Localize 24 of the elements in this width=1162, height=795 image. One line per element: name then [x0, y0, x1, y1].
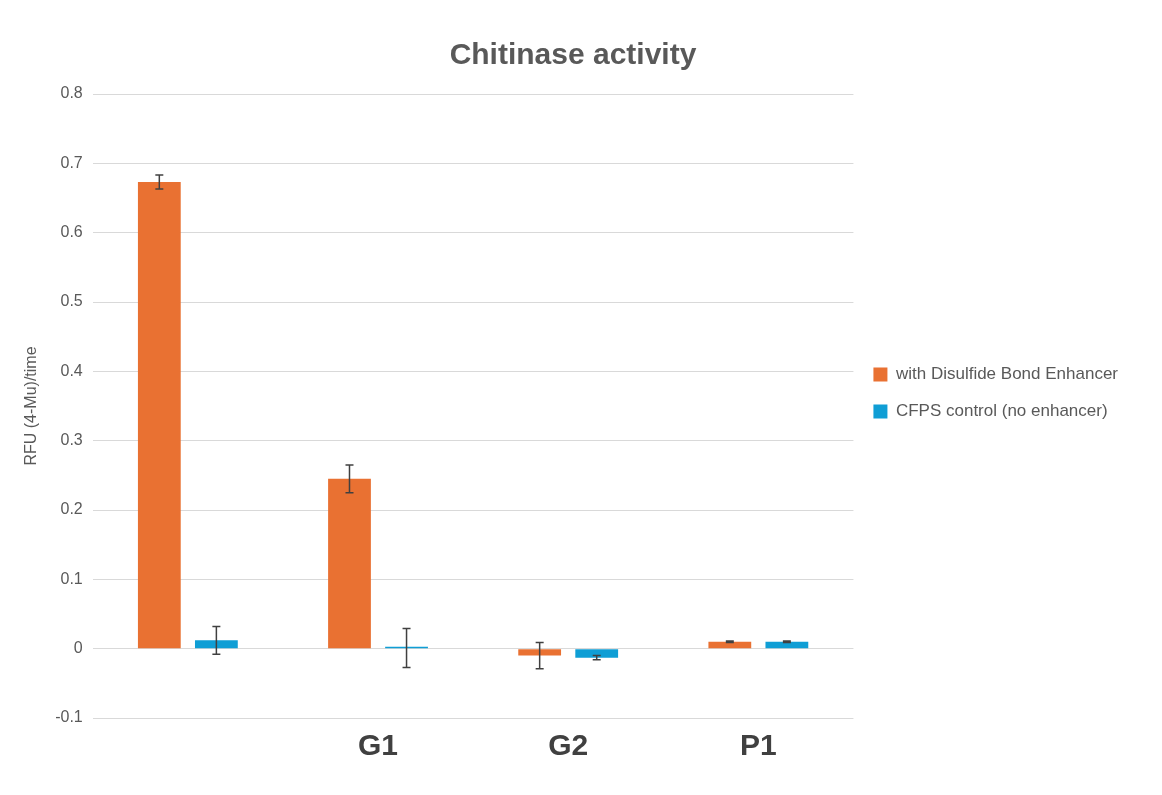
y-tick-label: 0.4 [60, 361, 83, 379]
y-axis-title: RFU (4-Mu)/time [22, 346, 40, 466]
y-tick-label: 0 [73, 639, 83, 657]
y-tick-label: 0.2 [60, 500, 83, 518]
y-tick-label: 0.3 [60, 431, 83, 449]
x-tick-label: G1 [358, 728, 399, 762]
y-tick-label: 0.1 [60, 569, 83, 587]
y-tick-label: 0.6 [60, 223, 83, 241]
y-tick-label: -0.1 [55, 708, 83, 726]
y-tick-label: 0.5 [60, 292, 83, 310]
bar [575, 649, 619, 658]
x-tick-label: P1 [740, 728, 777, 762]
legend-label: with Disulfide Bond Enhancer [894, 364, 1119, 384]
chart-title: Chitinase activity [449, 37, 697, 71]
bar [328, 478, 371, 649]
bar [708, 641, 752, 649]
legend-label: CFPS control (no enhancer) [895, 401, 1108, 421]
bar [765, 641, 809, 649]
bar [137, 182, 181, 649]
y-tick-label: 0.8 [60, 84, 83, 102]
x-tick-label: G2 [548, 728, 589, 762]
bar [518, 649, 562, 656]
y-tick-label: 0.7 [60, 153, 83, 171]
bar [194, 640, 238, 649]
